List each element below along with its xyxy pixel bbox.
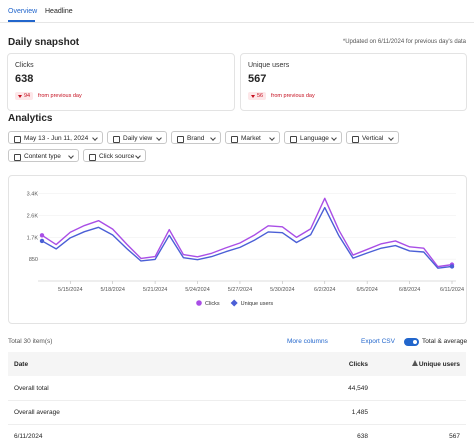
legend-marker [196,300,202,306]
point [449,264,455,269]
metric-label: Clicks [15,62,34,69]
y-tick-label: 3.4K [27,192,39,198]
column-header[interactable]: Date [14,361,29,368]
series-line [41,206,453,269]
cell: 567 [449,433,460,440]
x-tick-label: 6/2/2024 [314,287,335,293]
cell: Overall average [14,409,60,416]
y-tick-label: 2.6K [27,214,39,220]
toggle[interactable] [404,338,419,346]
change-note: from previous day [271,93,315,99]
item-count: Total 30 item(s) [8,338,53,345]
cell: 638 [357,433,368,440]
toggle-knob [413,340,417,344]
table-row: Overall average 1,485 [8,400,466,425]
y-tick-label: 850 [29,257,38,263]
cell: 6/11/2024 [14,433,43,440]
divider [0,22,474,23]
cell: 44,549 [348,385,368,392]
x-tick-label: 5/15/2024 [58,287,82,293]
filter-button[interactable]: Brand [171,131,221,144]
x-tick-label: 6/5/2024 [356,287,377,293]
cell: Overall total [14,385,49,392]
x-tick-label: 6/8/2024 [399,287,420,293]
change-note: from previous day [38,93,82,99]
metric-value: 567 [248,73,267,85]
x-tick-label: 5/24/2024 [185,287,209,293]
legend-marker [230,299,238,307]
filter-button[interactable]: Market [225,131,280,144]
metric-label: Unique users [248,62,290,69]
y-tick-label: 1.7K [27,235,39,241]
legend-label: Unique users [241,301,274,307]
table-header: Date Clicks Unique users [8,352,466,376]
section-title: Daily snapshot [8,37,80,48]
x-tick-label: 6/11/2024 [440,287,464,293]
metric-card: Unique users 567 56 from previous day [240,53,467,111]
section-title: Analytics [8,113,53,124]
x-tick-label: 5/30/2024 [270,287,294,293]
x-tick-label: 5/21/2024 [143,287,167,293]
table-row: 6/11/2024 638 567 [8,425,466,441]
series-line [41,197,453,268]
warning-icon [412,360,418,366]
filter-button[interactable]: May 13 - Jun 11, 2024 [8,131,103,144]
column-header[interactable]: Unique users [418,361,460,368]
table-row: Overall total 44,549 [8,376,466,401]
x-tick-label: 5/18/2024 [100,287,124,293]
filter-button[interactable]: Vertical [346,131,399,144]
legend-label: Clicks [205,301,220,307]
point [39,233,45,238]
metric-value: 638 [15,73,34,85]
more-columns[interactable]: More columns [287,338,328,345]
point [39,238,45,244]
cell: 1,485 [351,409,368,416]
filter-button[interactable]: Content type [8,149,79,162]
filter-button[interactable]: Daily view [107,131,167,144]
chart-card [8,175,467,324]
filter-button[interactable]: Click source [83,149,146,162]
change-badge: 56 [248,92,267,100]
x-tick-label: 5/27/2024 [228,287,252,293]
change-badge: 94 [15,92,34,100]
tab[interactable]: Headline [45,8,73,15]
update-note: *Updated on 6/11/2024 for previous day's… [342,39,466,45]
tab[interactable]: Overview [8,8,38,15]
toggle-label: Total & average [422,338,468,345]
column-header[interactable]: Clicks [348,361,368,368]
chart: 850 1.7K 2.6K 3.4K 5/15/2024 5/18/2024 5/21/20… [27,192,464,307]
tab-indicator [8,20,35,22]
filter-button[interactable]: Language [284,131,342,144]
export-csv[interactable]: Export CSV [361,338,395,345]
metric-card: Clicks 638 94 from previous day [7,53,235,111]
